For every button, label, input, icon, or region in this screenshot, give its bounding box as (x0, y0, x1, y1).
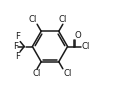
Text: F: F (15, 52, 20, 61)
Text: Cl: Cl (63, 69, 72, 78)
Text: O: O (75, 31, 81, 40)
Text: Cl: Cl (33, 69, 41, 78)
Text: Cl: Cl (81, 42, 89, 51)
Text: Cl: Cl (28, 15, 37, 24)
Text: F: F (15, 32, 20, 41)
Text: Cl: Cl (59, 15, 67, 24)
Text: F: F (13, 42, 18, 51)
